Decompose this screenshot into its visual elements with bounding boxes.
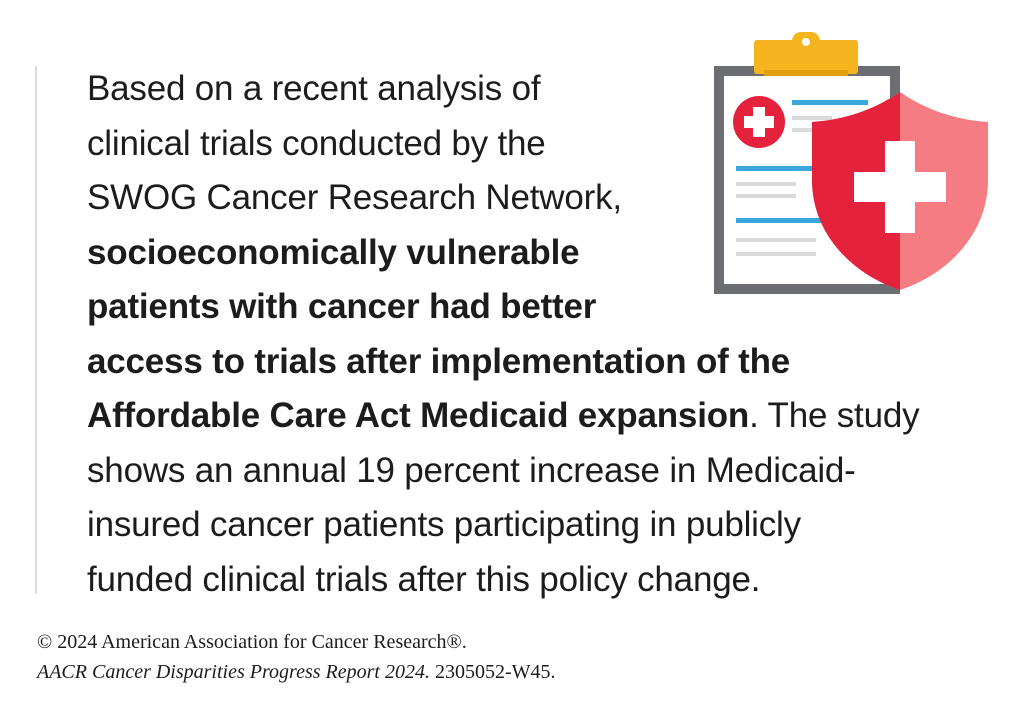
body-line: clinical trials conducted by the [87, 123, 546, 163]
vertical-accent-rule [35, 66, 37, 594]
body-line-bold: patients with cancer had better [87, 287, 597, 326]
shield-icon [812, 92, 988, 290]
body-line-bold: socioeconomically vulnerable [87, 232, 580, 272]
clipboard-shield-illustration [714, 32, 988, 294]
report-code: 2305052-W45. [429, 661, 556, 683]
report-title: AACR Cancer Disparities Progress Report … [37, 661, 430, 683]
copyright-line: © 2024 American Association for Cancer R… [37, 631, 467, 653]
body-line: funded clinical trials after this policy… [87, 559, 761, 599]
body-emphasis: Affordable Care Act Medicaid expansion [87, 396, 750, 435]
body-line: Based on a recent analysis of [87, 69, 541, 108]
body-line-tail: . The study [749, 396, 920, 435]
copyright-credit: © 2024 American Association for Cancer R… [37, 627, 556, 687]
body-line-bold: access to trials after implementation of… [87, 341, 791, 381]
body-line: SWOG Cancer Research Network, [87, 178, 622, 217]
body-line: insured cancer patients participating in… [87, 505, 801, 544]
infographic-body-text: Based on a recent analysis of clinical t… [87, 62, 992, 607]
body-line-mixed: Affordable Care Act Medicaid expansion. … [87, 389, 992, 444]
body-line: shows an annual 19 percent increase in M… [87, 450, 856, 490]
medical-cross-icon [733, 96, 785, 148]
report-citation: AACR Cancer Disparities Progress Report … [37, 657, 556, 687]
